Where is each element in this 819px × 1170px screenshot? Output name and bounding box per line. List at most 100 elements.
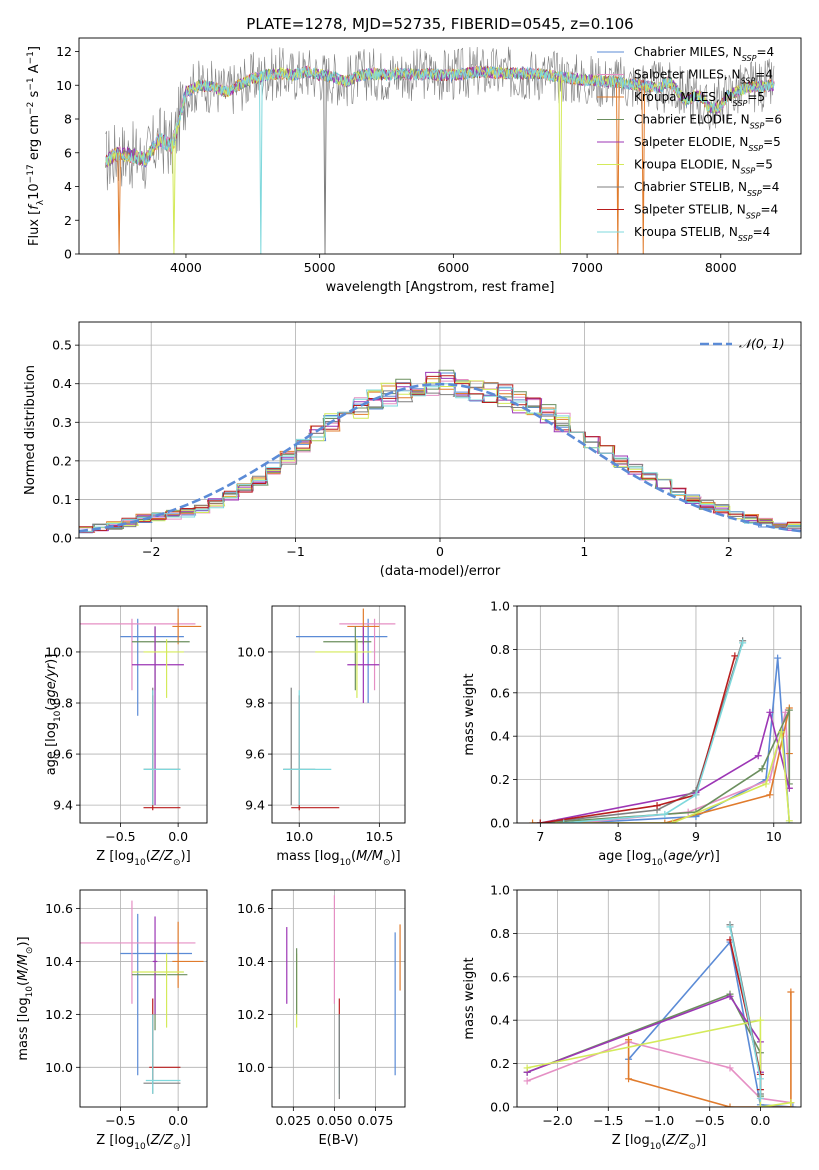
spectrum-dip [558,76,563,254]
y-tick-label: 10.4 [45,954,73,969]
y-tick-label: 0.2 [52,453,72,468]
weight-line [579,712,791,823]
y-tick-label: 1.0 [490,883,510,898]
x-tick-label: 0.0 [168,1113,188,1128]
y-tick-label: 0.0 [52,531,72,546]
y-tick-label: 0.5 [52,338,72,353]
x-tick-label: 10.5 [365,829,393,844]
weight-marker [754,752,762,760]
y-tick-label: 0.4 [52,376,72,391]
y-tick-label: 0.1 [52,492,72,507]
weight-marker [785,817,793,823]
spectrum-dip [641,85,646,254]
x-tick-label: 1 [580,544,588,559]
axes-frame [271,889,406,1108]
x-axis-label: mass [log10(M/M⊙)] [276,849,400,868]
weight-marker [625,1036,633,1044]
y-tick-label: 6 [64,145,72,160]
subplots-group: 4000 5000 6000 7000 8000024681012wavelength … [16,37,802,1152]
x-tick-label: 7000 [571,260,603,275]
spectrum-line [105,65,775,166]
x-tick-label: 6000 [437,260,469,275]
y-tick-label: 10.0 [45,644,73,659]
weight-marker [766,708,774,716]
y-tick-label: 0.8 [490,642,510,657]
y-tick-label: 0.6 [490,685,510,700]
legend-label: Chabrier STELIB, NSSP=4 [634,180,779,198]
plot-area-weight_vs_Z [523,921,797,1107]
x-axis-label: Z [log10(Z/Z⊙)] [96,849,190,868]
y-tick-label: 1.0 [490,599,510,614]
weight-line [526,1019,792,1107]
weight-marker [726,923,734,931]
y-tick-label: 0.8 [490,926,510,941]
weight-marker [661,810,669,818]
legend-label: 𝒩(0, 1) [739,336,785,351]
weight-marker [692,791,700,799]
y-tick-label: 9.8 [53,696,73,711]
x-tick-label: −2 [142,544,160,559]
x-tick-label: 7 [536,829,544,844]
x-axis-label: Z [log10(Z/Z⊙)] [96,1133,190,1152]
spectrum-dip [323,75,327,254]
y-tick-label: 10.6 [237,901,265,916]
y-tick-label: 0.4 [490,1013,510,1028]
x-tick-label: 0.0 [750,1113,770,1128]
spectrum-line [105,46,775,191]
y-tick-label: 10.2 [45,1007,73,1022]
plot-area-age_vs_mass [283,608,396,811]
plot-area-mass_vs_ebv [286,895,401,1100]
legend-label: Kroupa MILES, NSSP=5 [634,90,765,108]
weight-marker [756,1075,764,1083]
legend-label: Salpeter STELIB, NSSP=4 [634,203,778,221]
weight-marker [529,819,537,823]
spectrum-dip [615,82,620,254]
plot-age_vs_Z: −0.5 0.0 9.4 9.6 9.8 10.0 Z [log10(Z/Z⊙)] age [… [44,605,208,868]
x-axis-label: wavelength [Angstrom, rest frame] [326,280,555,295]
weight-marker [787,1099,795,1107]
spectrum-dip [259,76,263,254]
y-tick-label: 2 [64,213,72,228]
x-tick-label: 9 [692,829,700,844]
y-tick-label: 0.3 [52,415,72,430]
y-tick-label: 10.0 [237,1060,265,1075]
y-tick-label: 10.0 [237,644,265,659]
x-tick-label: 8 [614,829,622,844]
x-axis-label: age [log10(age/yr)] [598,849,720,868]
x-tick-label: 5000 [304,260,336,275]
axes-frame [271,605,406,824]
legend-label: Chabrier MILES, NSSP=4 [634,45,774,63]
weight-marker [669,819,677,823]
x-tick-label: −0.5 [105,829,135,844]
weight-marker [756,1016,764,1024]
weight-marker [756,1103,764,1107]
x-tick-label: 8000 [705,260,737,275]
plot-area-mass_vs_Z [80,900,204,1094]
y-tick-label: 0.4 [490,729,510,744]
x-tick-label: −0.5 [105,1113,135,1128]
figure-title: PLATE=1278, MJD=52735, FIBERID=0545, z=0… [246,15,633,33]
x-tick-label: −1.0 [644,1113,674,1128]
axes-frame [78,37,802,255]
x-tick-label: 0 [436,544,444,559]
y-axis-label: mass [log10(M/M⊙)] [16,936,35,1060]
plot-residuals: −2 −1 0 1 2 0.0 0.1 0.2 0.3 0.4 0.5 (data-model)/er… [23,321,802,579]
legend-label: Salpeter MILES, NSSP=4 [634,68,773,86]
axes-frame [79,889,208,1108]
weight-line [540,640,744,823]
x-axis-label: Z [log10(Z/Z⊙)] [612,1133,706,1152]
weight-marker [726,1064,734,1072]
x-tick-label: 0.0 [168,829,188,844]
x-tick-label: 10 [766,829,782,844]
spectrum-dip [172,140,176,254]
weight-marker [758,765,766,773]
y-tick-label: 10.4 [237,954,265,969]
plot-area-residuals [79,369,801,534]
y-tick-label: 9.6 [53,747,73,762]
x-tick-label: 2 [725,544,733,559]
y-axis-label: mass weight [462,957,477,1039]
y-tick-label: 4 [64,179,72,194]
plot-age_vs_mass: 10.0 10.5 9.4 9.6 9.8 10.0 mass [log10(M/M⊙)] [237,605,406,868]
y-tick-label: 12 [56,44,72,59]
x-tick-label: −1.5 [593,1113,623,1128]
